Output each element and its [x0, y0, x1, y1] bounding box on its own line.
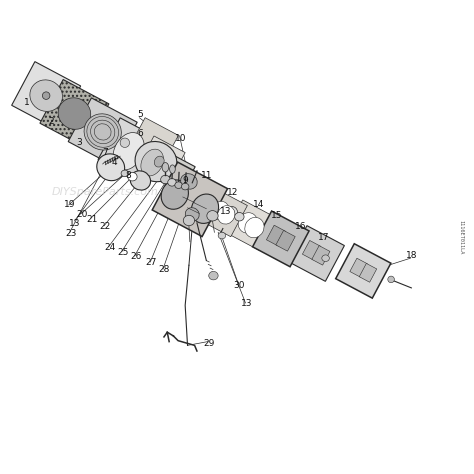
Polygon shape	[350, 258, 367, 277]
Polygon shape	[128, 118, 178, 168]
Ellipse shape	[209, 272, 218, 280]
Polygon shape	[302, 240, 320, 260]
Polygon shape	[253, 211, 309, 267]
Ellipse shape	[58, 98, 91, 129]
Ellipse shape	[182, 183, 189, 190]
Text: 3: 3	[76, 138, 82, 147]
Ellipse shape	[162, 163, 169, 172]
Polygon shape	[276, 230, 295, 251]
Text: 2: 2	[48, 117, 54, 126]
Text: 22: 22	[100, 222, 111, 231]
Ellipse shape	[191, 194, 219, 223]
Text: 5: 5	[137, 110, 143, 119]
Text: 12: 12	[227, 188, 238, 197]
Ellipse shape	[42, 92, 50, 100]
Text: DIYSpareParts.com: DIYSpareParts.com	[52, 187, 158, 197]
Polygon shape	[40, 80, 109, 147]
Text: 1116ET011LA: 1116ET011LA	[458, 220, 463, 254]
Ellipse shape	[30, 80, 63, 111]
Text: 28: 28	[158, 265, 170, 274]
Ellipse shape	[175, 182, 182, 189]
Polygon shape	[98, 118, 164, 182]
Polygon shape	[198, 188, 247, 237]
Ellipse shape	[218, 206, 235, 224]
Ellipse shape	[322, 255, 329, 262]
Ellipse shape	[207, 210, 218, 221]
Text: 23: 23	[65, 229, 77, 238]
Text: 18: 18	[406, 251, 417, 260]
Ellipse shape	[183, 215, 195, 226]
Ellipse shape	[135, 142, 177, 182]
Text: 17: 17	[319, 233, 330, 242]
Polygon shape	[226, 200, 277, 251]
Ellipse shape	[168, 179, 176, 186]
Ellipse shape	[245, 218, 264, 238]
Text: 13: 13	[69, 219, 80, 228]
Polygon shape	[312, 246, 330, 265]
Ellipse shape	[235, 212, 244, 221]
Polygon shape	[138, 136, 185, 182]
Text: 11: 11	[201, 171, 212, 180]
Polygon shape	[266, 225, 286, 246]
Ellipse shape	[97, 154, 125, 181]
Ellipse shape	[155, 156, 164, 167]
Text: 10: 10	[175, 134, 186, 143]
Ellipse shape	[225, 206, 237, 218]
Ellipse shape	[120, 138, 129, 147]
Ellipse shape	[161, 180, 189, 210]
Ellipse shape	[170, 165, 175, 173]
Text: 30: 30	[234, 281, 245, 290]
Text: 24: 24	[104, 243, 115, 252]
Polygon shape	[152, 162, 228, 237]
Text: 6: 6	[137, 129, 143, 138]
Ellipse shape	[128, 173, 137, 181]
Text: 15: 15	[271, 211, 283, 220]
Polygon shape	[336, 244, 391, 298]
Text: 26: 26	[130, 252, 141, 261]
Polygon shape	[359, 264, 377, 282]
Ellipse shape	[84, 114, 121, 150]
Polygon shape	[68, 98, 137, 166]
Ellipse shape	[185, 208, 199, 221]
Text: 9: 9	[182, 176, 188, 185]
Text: 13: 13	[219, 207, 231, 216]
Ellipse shape	[212, 201, 229, 220]
Ellipse shape	[388, 276, 394, 283]
Ellipse shape	[130, 171, 151, 190]
Text: 25: 25	[117, 247, 128, 256]
Text: 8: 8	[126, 171, 131, 180]
Text: 4: 4	[112, 158, 117, 167]
Polygon shape	[12, 62, 81, 130]
Ellipse shape	[238, 213, 257, 233]
Ellipse shape	[228, 209, 234, 215]
Text: 27: 27	[146, 258, 157, 267]
Ellipse shape	[218, 232, 226, 239]
Text: 14: 14	[253, 201, 264, 210]
Ellipse shape	[181, 173, 197, 189]
Polygon shape	[155, 152, 195, 192]
Ellipse shape	[141, 149, 164, 176]
Polygon shape	[288, 226, 345, 282]
Text: 1: 1	[25, 98, 30, 107]
Text: 13: 13	[241, 300, 252, 309]
Text: 20: 20	[77, 210, 88, 219]
Ellipse shape	[113, 133, 144, 170]
Text: 16: 16	[295, 222, 306, 231]
Text: 21: 21	[86, 215, 98, 224]
Ellipse shape	[161, 175, 170, 184]
Ellipse shape	[121, 170, 128, 177]
Text: 29: 29	[203, 338, 214, 347]
Text: 19: 19	[64, 201, 75, 210]
Text: 7: 7	[102, 148, 108, 157]
